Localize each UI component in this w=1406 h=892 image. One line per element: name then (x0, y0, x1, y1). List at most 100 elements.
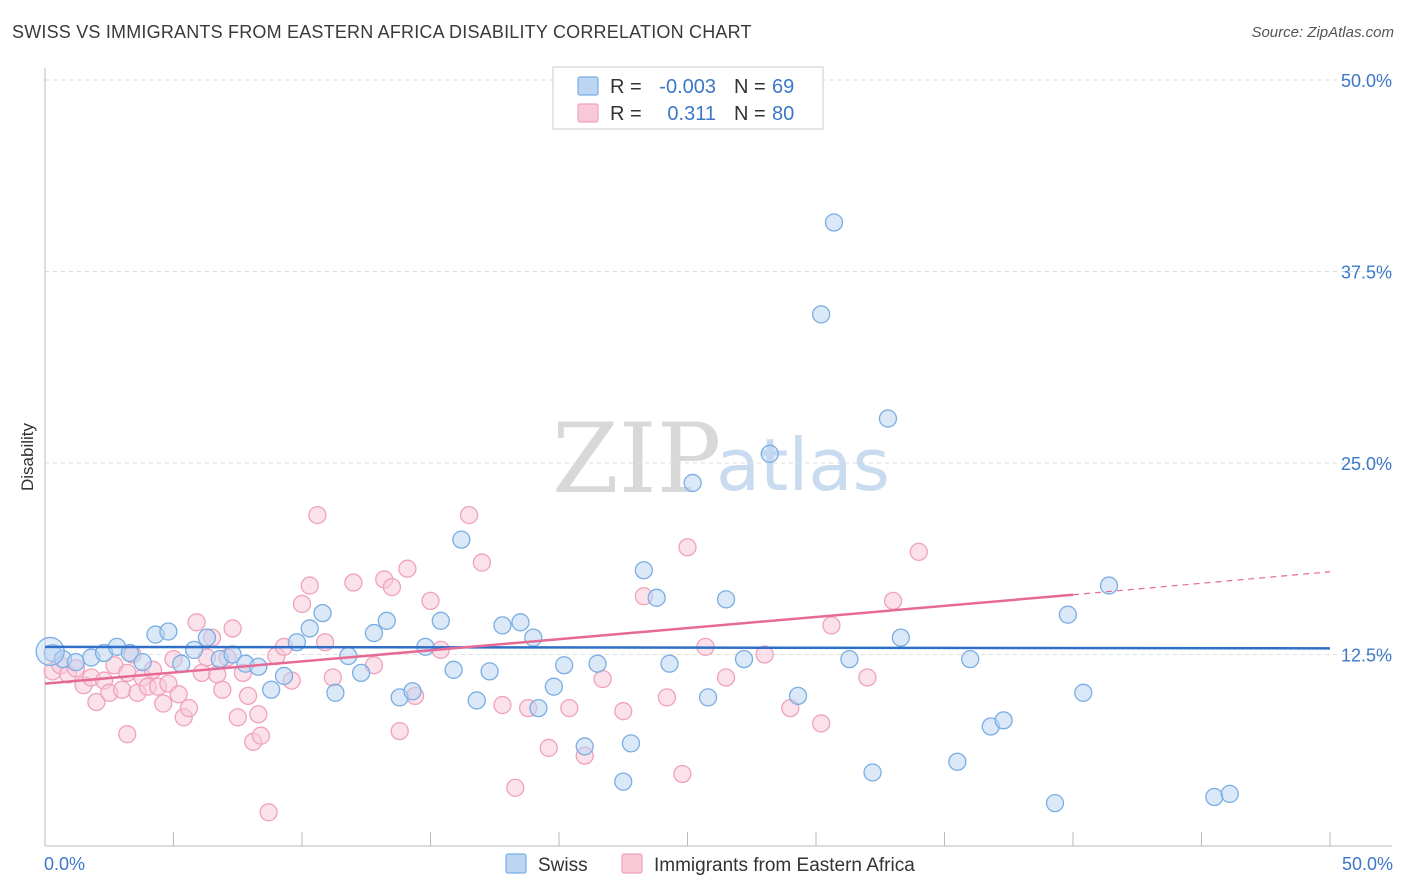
chart-title: SWISS VS IMMIGRANTS FROM EASTERN AFRICA … (12, 22, 752, 42)
point-eafrica-42 (300, 576, 319, 595)
point-swiss-21 (313, 603, 332, 623)
point-swiss-43 (614, 772, 633, 791)
point-swiss-54 (811, 305, 831, 324)
point-eafrica-57 (493, 695, 512, 715)
legend-n-value-eafrica: 80 (772, 103, 794, 125)
point-swiss-30 (431, 611, 450, 630)
watermark: ZIP atlas (552, 403, 890, 515)
point-eafrica-56 (472, 553, 492, 572)
point-eafrica-36 (251, 726, 271, 745)
point-swiss-69 (1220, 784, 1239, 804)
point-swiss-9 (159, 622, 178, 641)
point-eafrica-74 (822, 616, 841, 635)
legend-n-label-swiss: N = (734, 76, 766, 98)
x-tick-labels: 0.0% 50.0% (44, 854, 1393, 874)
point-eafrica-11 (118, 663, 137, 683)
point-eafrica-43 (308, 505, 327, 525)
point-swiss-58 (878, 409, 898, 428)
point-swiss-47 (647, 588, 666, 607)
point-eafrica-70 (716, 668, 736, 687)
point-swiss-57 (863, 763, 882, 782)
point-swiss-10 (172, 654, 191, 673)
point-swiss-25 (364, 623, 384, 643)
watermark-atlas: atlas (716, 423, 890, 507)
series-legend: Swiss Immigrants from Eastern Africa (505, 853, 915, 876)
correlation-legend: R = -0.003 N = 69 R = 0.311 N = 80 (552, 66, 824, 130)
series-legend-label-swiss: Swiss (538, 855, 588, 876)
point-swiss-11 (184, 640, 204, 660)
point-swiss-32 (452, 530, 471, 549)
series-legend-swatch-swiss (505, 853, 527, 874)
point-eafrica-21 (169, 685, 188, 704)
point-swiss-51 (734, 649, 754, 669)
x-tick-label-0: 0.0% (44, 854, 85, 874)
point-swiss-45 (634, 561, 653, 580)
point-swiss-64 (1045, 793, 1065, 813)
point-swiss-35 (493, 616, 512, 635)
point-eafrica-49 (382, 577, 402, 597)
y-tick-label-2: 37.5% (1341, 263, 1392, 283)
point-swiss-cluster (35, 636, 65, 667)
point-swiss-53 (788, 686, 808, 706)
point-swiss-6 (120, 643, 139, 663)
point-swiss-48 (683, 473, 702, 493)
legend-n-label-eafrica: N = (734, 103, 766, 125)
watermark-zip: ZIP (552, 403, 721, 515)
point-swiss-34 (480, 662, 499, 681)
point-swiss-39 (544, 677, 564, 696)
point-swiss-63 (994, 711, 1013, 730)
point-eafrica-37 (259, 803, 278, 822)
point-eafrica-23 (179, 698, 199, 718)
point-swiss-17 (262, 680, 281, 699)
chart-source: Source: ZipAtlas.com (1251, 24, 1394, 41)
y-axis-label: Disability (18, 422, 37, 491)
point-eafrica-50 (390, 721, 409, 741)
point-swiss-41 (575, 737, 594, 756)
point-swiss-66 (1074, 683, 1093, 702)
point-swiss-33 (467, 691, 486, 710)
point-swiss-28 (403, 682, 422, 701)
trend-line-swiss (44, 645, 1331, 650)
point-eafrica-66 (657, 688, 677, 707)
point-eafrica-58 (506, 778, 525, 797)
point-eafrica-76 (883, 591, 903, 611)
point-eafrica-41 (292, 594, 312, 614)
trend-line-eafrica (44, 593, 1074, 685)
point-swiss-26 (377, 611, 396, 630)
point-swiss-59 (891, 628, 910, 647)
point-eafrica-79 (249, 705, 268, 724)
point-eafrica-67 (673, 764, 692, 784)
legend-r-label-swiss: R = (610, 76, 642, 98)
point-swiss-31 (444, 660, 463, 679)
point-eafrica-64 (614, 702, 633, 721)
point-swiss-7 (133, 653, 152, 672)
point-swiss-2 (66, 653, 85, 672)
point-eafrica-25 (192, 663, 211, 683)
legend-r-label-eafrica: R = (610, 103, 642, 125)
point-eafrica-55 (459, 505, 479, 525)
y-tick-label-1: 25.0% (1341, 454, 1392, 474)
point-eafrica-63 (593, 669, 612, 689)
point-eafrica-10 (112, 680, 132, 699)
legend-swatch-swiss (577, 76, 599, 96)
point-eafrica-32 (228, 708, 247, 727)
point-eafrica-31 (223, 619, 242, 638)
point-eafrica-24 (187, 613, 206, 632)
legend-r-value-swiss: -0.003 (659, 76, 716, 98)
point-eafrica-71 (755, 645, 774, 664)
point-swiss-44 (621, 734, 641, 753)
legend-swatch-eafrica (577, 103, 599, 123)
y-tick-labels: 12.5% 25.0% 37.5% 50.0% (1341, 71, 1392, 666)
point-swiss-12 (197, 628, 217, 647)
x-tick-label-1: 50.0% (1342, 854, 1393, 874)
point-swiss-56 (840, 649, 859, 669)
point-swiss-18 (274, 666, 294, 686)
point-swiss-38 (529, 698, 548, 718)
point-swiss-52 (760, 444, 779, 463)
point-eafrica-77 (909, 542, 928, 562)
point-eafrica-18 (154, 694, 173, 713)
axes (44, 68, 1392, 847)
point-swiss-22 (326, 683, 345, 702)
point-swiss-24 (351, 663, 371, 683)
point-swiss-49 (698, 688, 718, 707)
